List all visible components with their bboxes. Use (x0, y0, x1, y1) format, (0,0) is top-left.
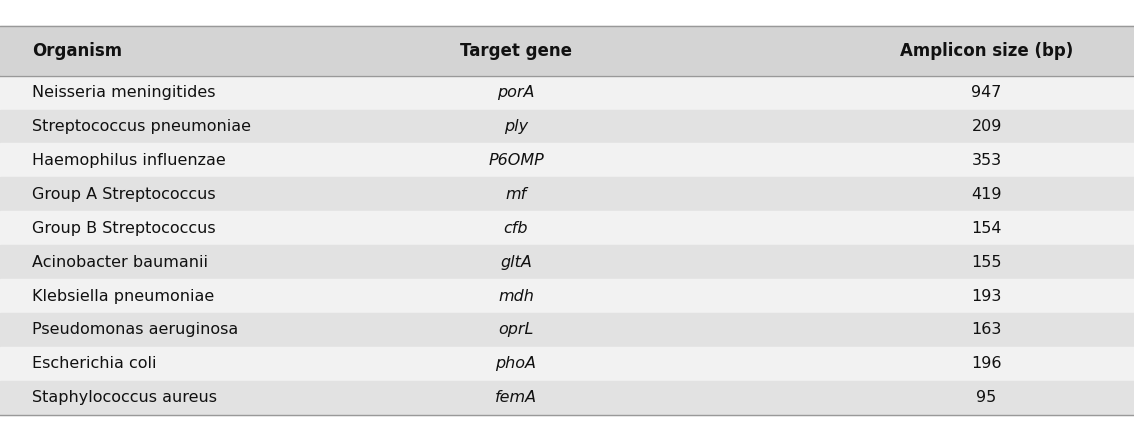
Text: Acinobacter baumanii: Acinobacter baumanii (32, 254, 208, 270)
Bar (0, 279, 1134, 313)
Text: Target gene: Target gene (460, 42, 572, 60)
Text: 419: 419 (972, 187, 1001, 202)
Text: P6OMP: P6OMP (488, 153, 544, 168)
Text: 947: 947 (972, 85, 1001, 100)
Text: Amplicon size (bp): Amplicon size (bp) (900, 42, 1073, 60)
Text: Staphylococcus aureus: Staphylococcus aureus (32, 390, 217, 405)
Text: Pseudomonas aeruginosa: Pseudomonas aeruginosa (32, 322, 238, 337)
Text: oprL: oprL (498, 322, 534, 337)
Bar (0, 245, 1134, 279)
Text: gltA: gltA (500, 254, 532, 270)
Bar (0, 76, 1134, 110)
Text: Group A Streptococcus: Group A Streptococcus (32, 187, 215, 202)
Text: femA: femA (494, 390, 538, 405)
Bar (0, 26, 1134, 76)
Text: 196: 196 (972, 356, 1001, 372)
Text: Neisseria meningitides: Neisseria meningitides (32, 85, 215, 100)
Text: mdh: mdh (498, 289, 534, 304)
Bar (0, 347, 1134, 381)
Text: cfb: cfb (503, 221, 528, 236)
Text: 163: 163 (972, 322, 1001, 337)
Text: porA: porA (497, 85, 535, 100)
Text: 95: 95 (976, 390, 997, 405)
Bar (0, 177, 1134, 211)
Bar (0, 313, 1134, 347)
Text: Group B Streptococcus: Group B Streptococcus (32, 221, 215, 236)
Bar (0, 211, 1134, 245)
Bar (0, 381, 1134, 415)
Text: Haemophilus influenzae: Haemophilus influenzae (32, 153, 226, 168)
Text: 209: 209 (972, 119, 1001, 134)
Text: mf: mf (506, 187, 526, 202)
Bar (0, 110, 1134, 143)
Text: 193: 193 (972, 289, 1001, 304)
Text: Escherichia coli: Escherichia coli (32, 356, 156, 372)
Text: Klebsiella pneumoniae: Klebsiella pneumoniae (32, 289, 214, 304)
Text: 155: 155 (972, 254, 1001, 270)
Text: ply: ply (503, 119, 528, 134)
Text: 353: 353 (972, 153, 1001, 168)
Text: Streptococcus pneumoniae: Streptococcus pneumoniae (32, 119, 251, 134)
Bar (0, 143, 1134, 177)
Text: Organism: Organism (32, 42, 121, 60)
Text: phoA: phoA (496, 356, 536, 372)
Text: 154: 154 (972, 221, 1001, 236)
